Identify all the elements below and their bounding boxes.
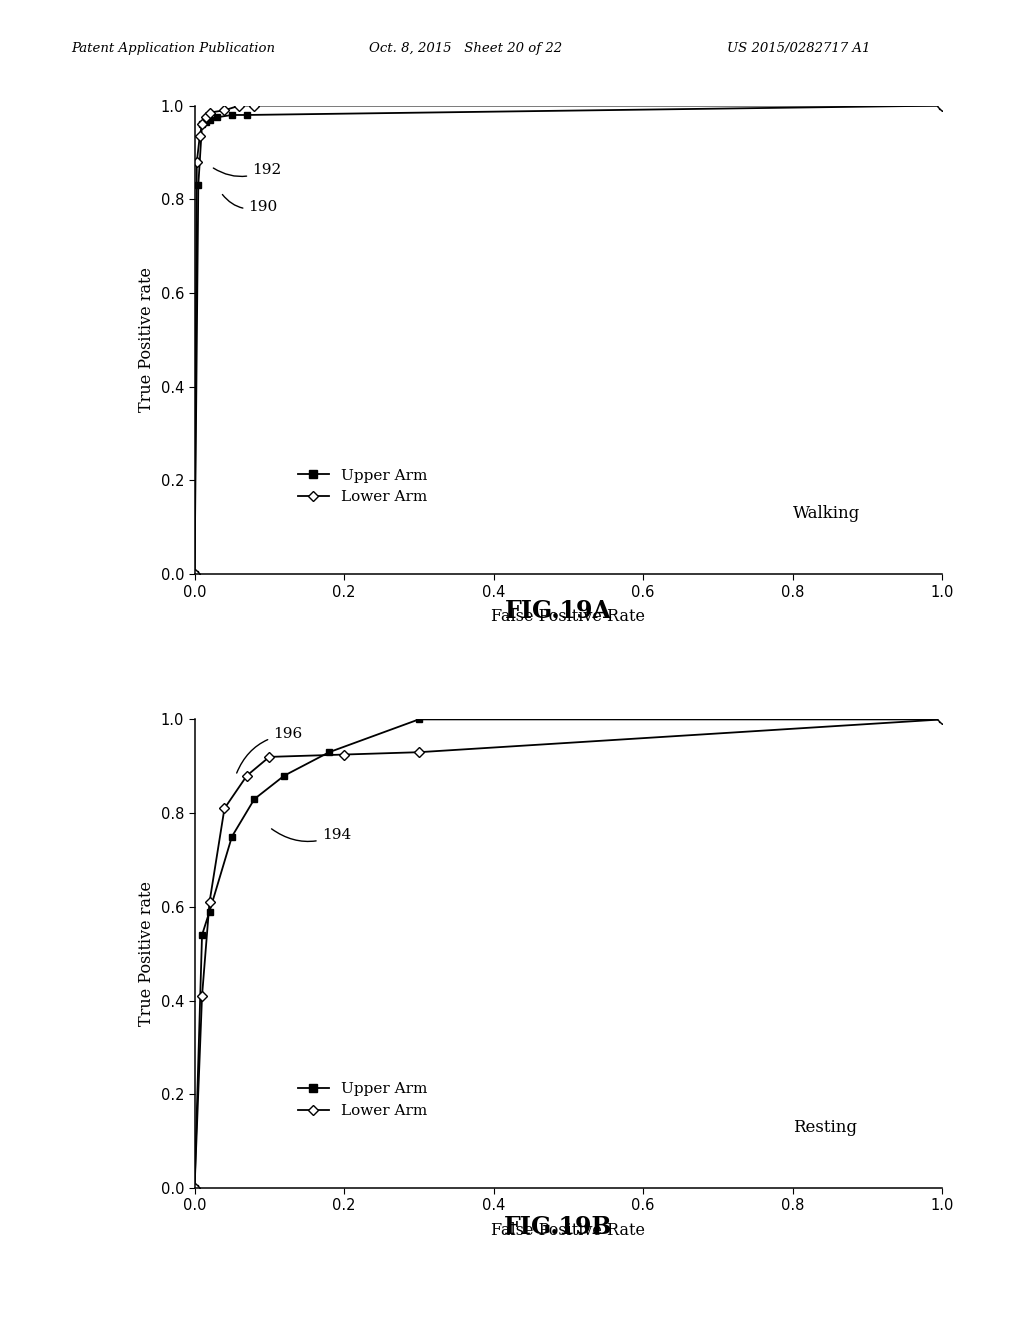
Text: Patent Application Publication: Patent Application Publication	[72, 42, 275, 55]
Text: FIG.19B: FIG.19B	[504, 1216, 612, 1239]
Text: 194: 194	[271, 828, 351, 842]
Text: 196: 196	[237, 727, 302, 774]
Text: 190: 190	[222, 194, 278, 214]
Y-axis label: True Positive rate: True Positive rate	[138, 268, 155, 412]
Text: 192: 192	[213, 162, 282, 177]
X-axis label: False Positive Rate: False Positive Rate	[492, 609, 645, 624]
Text: US 2015/0282717 A1: US 2015/0282717 A1	[727, 42, 870, 55]
Text: Walking: Walking	[793, 506, 860, 521]
Text: FIG.19A: FIG.19A	[505, 599, 611, 623]
Legend: Upper Arm, Lower Arm: Upper Arm, Lower Arm	[292, 462, 433, 511]
Legend: Upper Arm, Lower Arm: Upper Arm, Lower Arm	[292, 1076, 433, 1125]
Y-axis label: True Positive rate: True Positive rate	[138, 882, 155, 1026]
X-axis label: False Positive Rate: False Positive Rate	[492, 1222, 645, 1238]
Text: Resting: Resting	[793, 1119, 856, 1135]
Text: Oct. 8, 2015   Sheet 20 of 22: Oct. 8, 2015 Sheet 20 of 22	[369, 42, 562, 55]
